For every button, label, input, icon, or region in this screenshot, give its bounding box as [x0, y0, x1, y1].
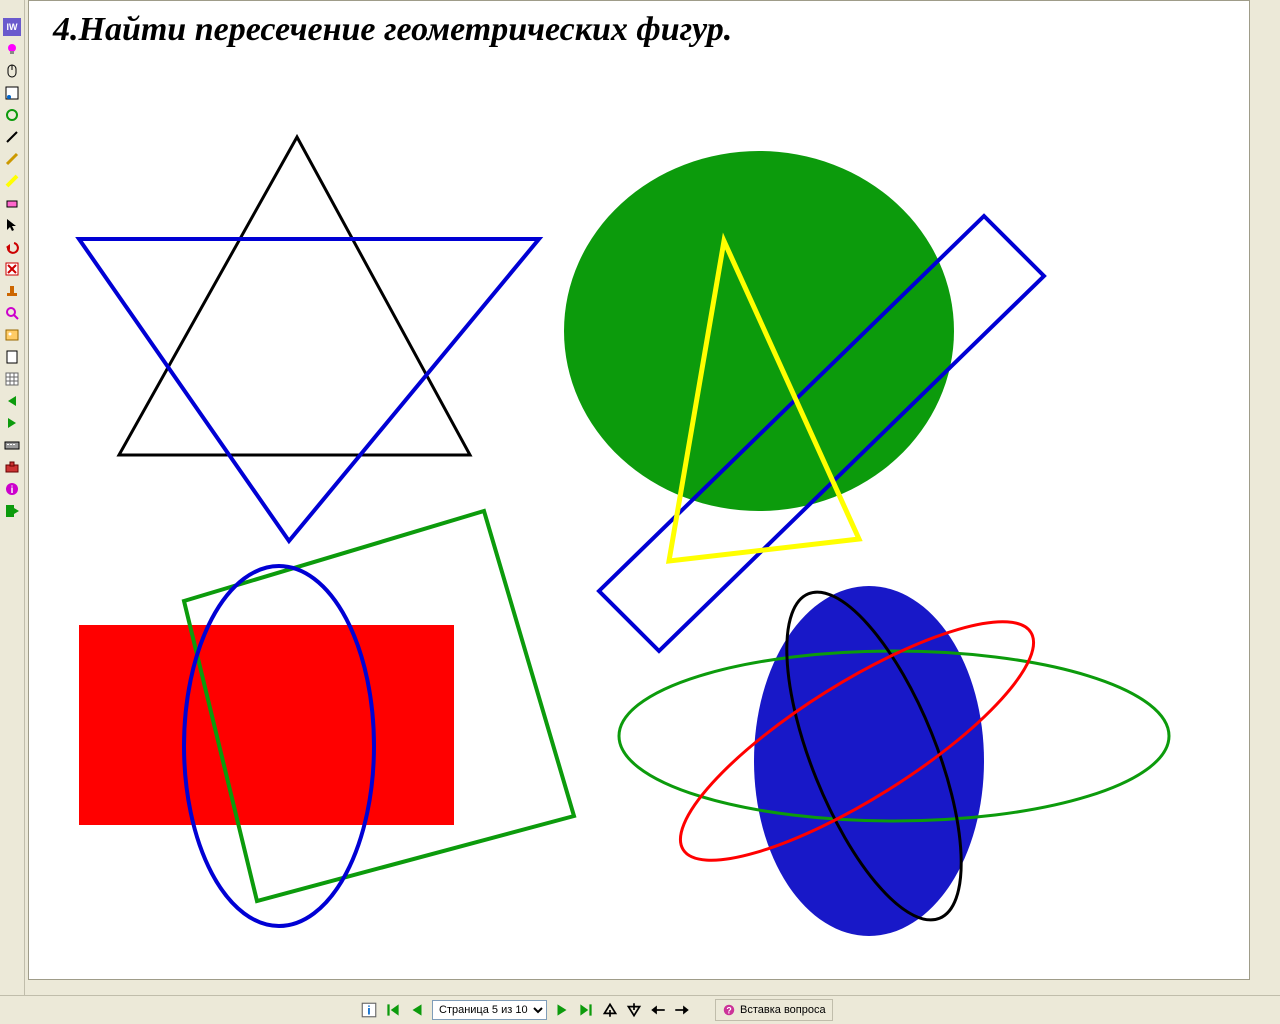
green-filled-circle — [564, 151, 954, 511]
gallery-icon[interactable] — [3, 326, 21, 344]
zoom-icon[interactable] — [3, 304, 21, 322]
alignment-icon[interactable] — [3, 84, 21, 102]
arrow-left-green-icon[interactable] — [3, 392, 21, 410]
prev-page-icon[interactable] — [408, 1001, 426, 1019]
stamp-icon[interactable] — [3, 282, 21, 300]
undo-icon[interactable] — [3, 238, 21, 256]
pointer-icon[interactable] — [3, 216, 21, 234]
nav-down-icon[interactable] — [625, 1001, 643, 1019]
last-page-icon[interactable] — [577, 1001, 595, 1019]
black-triangle-up — [119, 137, 470, 455]
pen2-icon[interactable] — [3, 150, 21, 168]
statusbar: i Страница 5 из 10 ? Вставка вопроса — [0, 995, 1280, 1024]
page-select[interactable]: Страница 5 из 10 — [432, 1000, 547, 1020]
circle-green-icon[interactable] — [3, 106, 21, 124]
pen-icon[interactable] — [3, 128, 21, 146]
nav-up-icon[interactable] — [601, 1001, 619, 1019]
arrow-right-green-icon[interactable] — [3, 414, 21, 432]
vertical-toolbar: IW i — [0, 0, 25, 1002]
nav-left-icon[interactable] — [649, 1001, 667, 1019]
next-page-icon[interactable] — [553, 1001, 571, 1019]
info-icon[interactable]: i — [360, 1001, 378, 1019]
canvas-area[interactable]: 4.Найти пересечение геометрических фигур… — [28, 0, 1250, 980]
red-filled-rect — [79, 625, 454, 825]
help-info-icon[interactable]: i — [3, 480, 21, 498]
keyboard-icon[interactable] — [3, 436, 21, 454]
bulb-icon[interactable] — [3, 40, 21, 58]
grid-icon[interactable] — [3, 370, 21, 388]
insert-question-label: Вставка вопроса — [740, 1004, 826, 1016]
delete-x-icon[interactable] — [3, 260, 21, 278]
blue-triangle-down — [79, 239, 539, 541]
nav-right-icon[interactable] — [673, 1001, 691, 1019]
app-root: IW i 4.Найти пересечение геометрических … — [0, 0, 1280, 1024]
highlighter-icon[interactable] — [3, 172, 21, 190]
shapes-svg — [29, 1, 1249, 979]
svg-text:i: i — [11, 485, 14, 496]
iw-logo-icon[interactable]: IW — [3, 18, 21, 36]
svg-text:?: ? — [726, 1006, 731, 1016]
exit-icon[interactable] — [3, 502, 21, 520]
eraser-icon[interactable] — [3, 194, 21, 212]
first-page-icon[interactable] — [384, 1001, 402, 1019]
insert-question-button[interactable]: ? Вставка вопроса — [715, 999, 833, 1021]
page-blank-icon[interactable] — [3, 348, 21, 366]
toolbox-icon[interactable] — [3, 458, 21, 476]
mouse-icon[interactable] — [3, 62, 21, 80]
svg-text:i: i — [367, 1004, 370, 1018]
insert-question-icon: ? — [722, 1003, 736, 1017]
